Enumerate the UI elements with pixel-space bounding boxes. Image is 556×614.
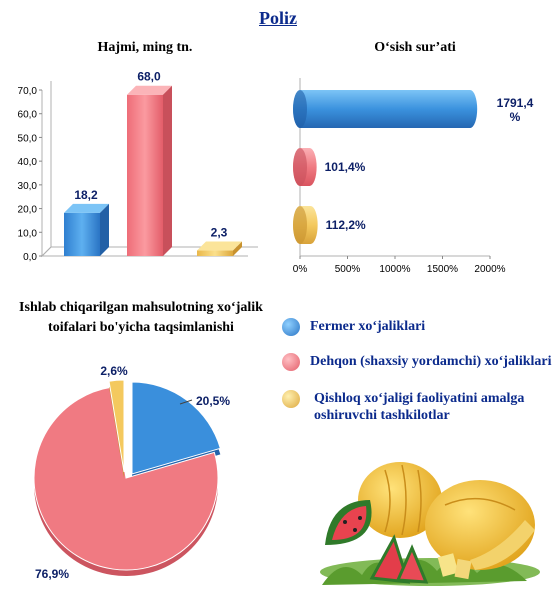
bar-side <box>163 85 172 256</box>
hbar-chart: 0% 500% 1000% 1500% 2000% 1791,4% 101,4% 112,2% <box>293 78 534 275</box>
hbar-cap <box>293 148 307 186</box>
bar-value-label: 18,2 <box>74 188 98 202</box>
bar-y-tick-label: 60,0 <box>18 110 38 121</box>
legend-item-tashkilotlar: Qishloq xo‘jaligi faoliyatini amalga osh… <box>282 390 554 424</box>
pie-chart-title: Ishlab chiqarilgan mahsulotning xo‘jalik… <box>19 300 263 335</box>
pie-value-label: 20,5% <box>196 394 230 408</box>
bar <box>64 212 100 256</box>
hbar-cap <box>293 90 307 128</box>
legend-swatch-blue <box>282 318 300 336</box>
fruit-illustration <box>320 462 540 586</box>
bar-chart-title: Hajmi, ming tn. <box>97 40 193 55</box>
hbar-bar <box>293 90 478 128</box>
legend-item-fermer: Fermer xo‘jaliklari <box>282 318 554 336</box>
hbar-value-label: 112,2% <box>326 218 366 232</box>
bar-top <box>64 203 109 213</box>
bar-top <box>127 85 172 95</box>
bar-top <box>197 241 242 251</box>
hbar-value-label-unit: % <box>510 110 521 124</box>
hbar-x-tick-label: 1000% <box>379 264 410 275</box>
legend-swatch-yellow <box>282 390 300 408</box>
legend-swatch-red <box>282 353 300 371</box>
bar-y-tick-label: 70,0 <box>18 86 38 97</box>
bar-side <box>233 241 242 256</box>
hbar-x-tick-label: 1500% <box>427 264 458 275</box>
bar <box>127 94 163 256</box>
bar-y-tick-label: 30,0 <box>18 181 38 192</box>
legend-label: Qishloq xo‘jaligi faoliyatini amalga osh… <box>314 391 525 423</box>
bar-chart: 0,0 10,0 20,0 30,0 40,0 50,0 60,0 70,0 18,2 68,0 2… <box>18 70 258 263</box>
hbar-x-tick-label: 2000% <box>474 264 505 275</box>
bar-side <box>100 203 109 256</box>
hbar-value-label: 1791,4 <box>497 96 534 110</box>
bar-value-label: 2,3 <box>211 226 228 240</box>
hbar-x-tick-label: 0% <box>293 264 308 275</box>
bar-axis-floor <box>41 246 258 257</box>
page-title: Poliz <box>259 8 297 28</box>
pie-leader-line <box>179 399 193 405</box>
legend-item-dehqon: Dehqon (shaxsiy yordamchi) xo‘jaliklari <box>282 353 554 371</box>
pie-chart: 20,5% 76,9% 2,6% <box>33 364 230 581</box>
bar-y-tick-label: 0,0 <box>23 252 37 263</box>
pie-legend: Fermer xo‘jaliklari Dehqon (shaxsiy yord… <box>282 312 554 424</box>
hbar-x-tick-label: 500% <box>335 264 361 275</box>
pie-slice <box>131 381 221 475</box>
hbar-value-label: 101,4% <box>325 160 366 174</box>
bar-axis-wall <box>41 81 52 258</box>
legend-label: Fermer xo‘jaliklari <box>310 319 426 334</box>
hbar-cap <box>293 206 307 244</box>
pie-slice <box>33 386 219 571</box>
bar-y-tick-label: 50,0 <box>18 133 38 144</box>
bar-y-tick-label: 40,0 <box>18 157 38 168</box>
bar-y-tick-label: 20,0 <box>18 205 38 216</box>
bar-value-label: 68,0 <box>137 70 161 84</box>
hbar-chart-title: O‘sish sur’ati <box>374 40 456 55</box>
legend-label: Dehqon (shaxsiy yordamchi) xo‘jaliklari <box>310 354 552 369</box>
pie-value-label: 2,6% <box>100 364 128 378</box>
bar <box>197 250 233 256</box>
pie-slice <box>108 379 125 473</box>
pie-value-label: 76,9% <box>35 567 69 581</box>
bar-y-tick-label: 10,0 <box>18 228 38 239</box>
